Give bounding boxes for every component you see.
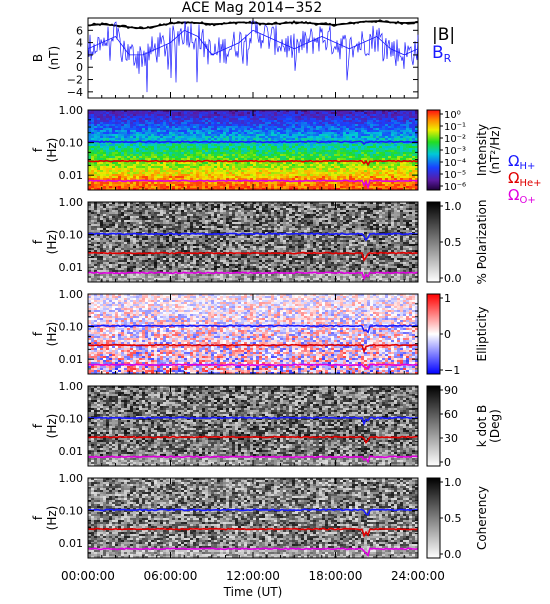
b-ytick-label: 4	[76, 37, 83, 50]
intensity-colorbar-tick-label: 10⁻¹	[444, 122, 466, 133]
intensity-colorbar-tick-label: 10⁻²	[444, 134, 466, 145]
legend-br-main: B	[432, 43, 444, 63]
b-ytick-label: 2	[76, 49, 83, 62]
figure-title: ACE Mag 2014−352	[182, 0, 322, 16]
spectrogram-panel-intensity: 1.00 0.10 0.01 f(Hz) 10⁰10⁻¹10⁻²10⁻³10⁻⁴10⁻⁵…	[31, 104, 542, 206]
spectrogram-panel-polarization: 1.000.100.01f(Hz)1.00.50.0% Polarization	[31, 196, 489, 285]
intensity-colorbar-tick-label: 10⁰	[444, 110, 461, 121]
legend-br-sub: R	[444, 52, 452, 65]
intensity-colorbar-tick-label: 10⁻⁴	[444, 158, 466, 169]
polarization-heatmap-cells	[88, 202, 418, 282]
f-tick-label: 1.00	[59, 104, 84, 117]
legend-br: BR	[432, 43, 452, 65]
intensity-colorbar-tick-label: 10⁻⁵	[444, 170, 466, 181]
b-ytick-label: −4	[67, 86, 83, 99]
f-tick-label: 0.01	[59, 169, 84, 182]
cyclotron-legend-O-plus: ΩO+	[508, 186, 536, 206]
intensity-heatmap-cells	[88, 110, 418, 190]
b-ylabel: B	[31, 54, 45, 62]
spectrogram-panels: 1.00 0.10 0.01 f(Hz) 10⁰10⁻¹10⁻²10⁻³10⁻⁴10⁻⁵…	[31, 104, 542, 561]
intensity-colorbar	[427, 110, 440, 190]
intensity-colorbar-label: Intensity	[475, 124, 489, 176]
b-yunit: (nT)	[47, 46, 61, 70]
intensity-yunit: (Hz)	[45, 138, 59, 163]
b-ytick-label: 0	[76, 61, 83, 74]
b-ytick-label: −2	[67, 74, 83, 87]
intensity-ylabel: f	[31, 147, 45, 152]
intensity-colorbar-unit: (nT²/Hz)	[488, 126, 502, 174]
f-tick-label: 0.10	[59, 137, 84, 150]
legend-bmag: |B|	[432, 25, 455, 45]
intensity-colorbar-tick-label: 10⁻⁶	[444, 182, 466, 193]
b-ytick-label: 6	[76, 24, 83, 37]
intensity-colorbar-tick-label: 10⁻³	[444, 146, 466, 157]
